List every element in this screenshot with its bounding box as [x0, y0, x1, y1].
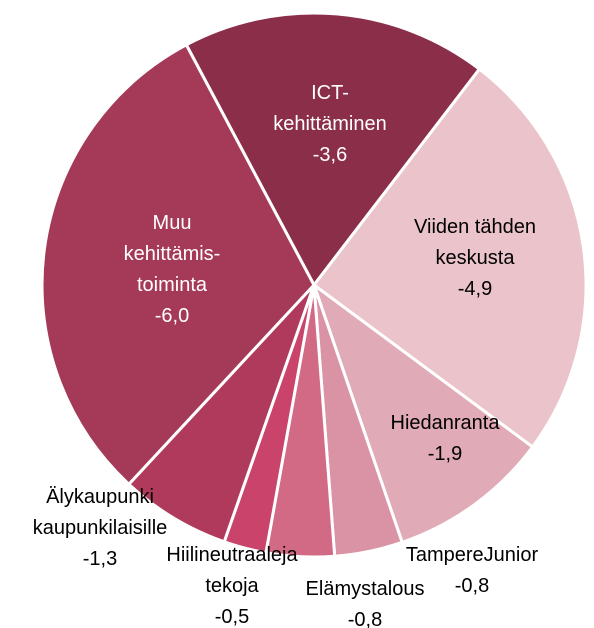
- pie-slice: [40, 42, 316, 487]
- slice-label: Hiedanranta -1,9: [380, 408, 510, 470]
- value-label: -0,8: [347, 609, 383, 628]
- slice-label: Muu kehittämis-toiminta -6,0: [112, 208, 232, 332]
- category-label: TampereJunior: [405, 544, 539, 566]
- slice-label: Älykaupunki kaupunkilaisille -1,3: [10, 482, 190, 575]
- value-label: -1,3: [82, 548, 118, 570]
- category-label: Muu kehittämis-toiminta: [123, 212, 221, 296]
- slice-label: TampereJunior -0,8: [387, 540, 557, 602]
- category-label: Elämystalous: [305, 578, 425, 600]
- category-label: Hiilineutraaleja tekoja: [166, 544, 298, 597]
- category-label: Älykaupunki kaupunkilaisille: [32, 486, 168, 539]
- category-label: Viiden tähden keskusta: [414, 216, 536, 269]
- value-label: -0,5: [214, 606, 250, 628]
- slice-label: ICT-kehittäminen -3,6: [255, 78, 405, 171]
- value-label: -1,9: [427, 443, 463, 465]
- pie-slice: [311, 66, 588, 450]
- slice-label: Hiilineutraaleja tekoja -0,5: [157, 540, 307, 628]
- category-label: ICT-kehittäminen: [273, 82, 387, 135]
- slice-label: Viiden tähden keskusta -4,9: [395, 212, 555, 305]
- value-label: -4,9: [457, 278, 493, 300]
- pie-slice: [126, 283, 316, 544]
- value-label: -6,0: [154, 305, 190, 327]
- pie-slice: [311, 280, 535, 545]
- value-label: -3,6: [312, 144, 348, 166]
- category-label: Hiedanranta: [390, 412, 500, 434]
- pie-slice: [184, 11, 482, 288]
- slice-label: Elämystalous -0,8: [290, 574, 440, 628]
- value-label: -0,8: [454, 575, 490, 597]
